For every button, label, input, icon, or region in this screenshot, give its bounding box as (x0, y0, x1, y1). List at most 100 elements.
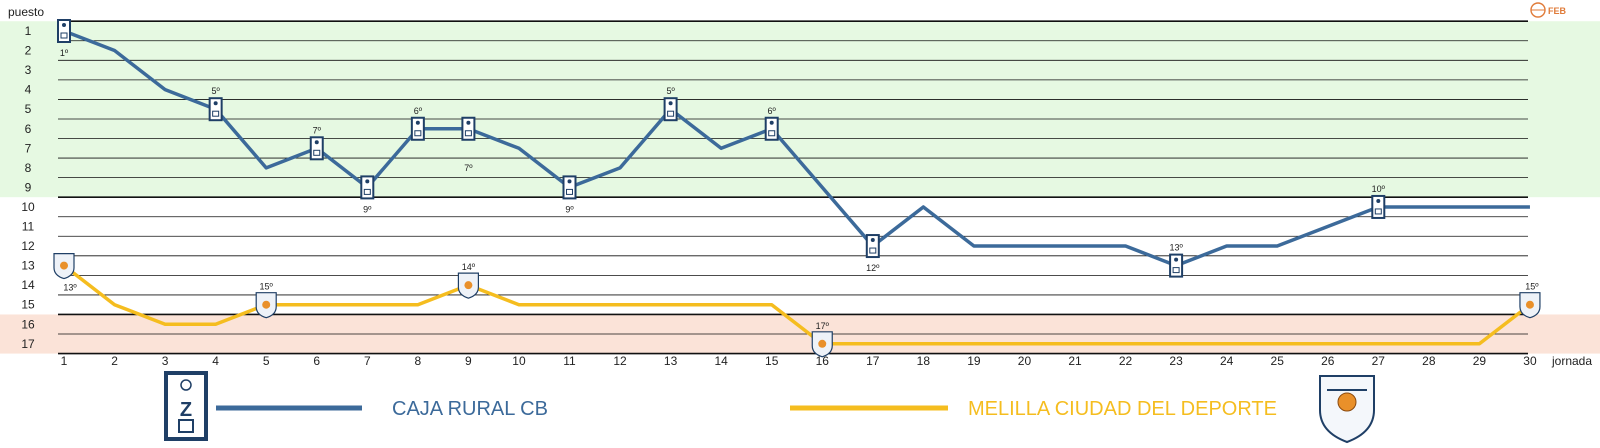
y-tick-label: 10 (21, 200, 35, 214)
caja-rural-badge-dot (62, 23, 66, 27)
x-tick-label: 9 (465, 354, 472, 368)
x-tick-label: 7 (364, 354, 371, 368)
y-tick-label: 16 (21, 317, 35, 331)
caja-rural-badge-dot (870, 238, 875, 243)
x-axis-title: jornada (1551, 354, 1592, 368)
x-tick-labels: 1 2 3 4 5 6 7 8 9 10 11 12 13 14 15 16 17 18 19 20 21 22 23 24 2… (61, 354, 1537, 368)
data-label: 5º (666, 86, 675, 96)
y-tick-label: 14 (21, 278, 35, 292)
caja-rural-badge-dot (668, 101, 673, 106)
x-tick-label: 3 (162, 354, 169, 368)
x-tick-label: 2 (111, 354, 118, 368)
y-tick-label: 15 (21, 298, 35, 312)
x-tick-label: 10 (512, 354, 526, 368)
data-label: 17º (816, 321, 830, 331)
caja-rural-badge-dot (1174, 257, 1179, 262)
data-labels: 1º 5º 7º 9º 6º 7º 9º 5º 6º 12º 13º 10º 13º 15º 14º 17º 1… (60, 48, 1539, 331)
x-tick-label: 23 (1169, 354, 1183, 368)
y-tick-label: 8 (25, 161, 32, 175)
caja-rural-badge-dot (466, 120, 471, 125)
x-tick-label: 18 (917, 354, 931, 368)
data-label: 12º (866, 263, 880, 273)
gridlines (58, 20, 1528, 355)
data-label: 5º (212, 86, 221, 96)
data-label: 13º (1169, 243, 1183, 253)
legend-melilla-badge (1319, 375, 1375, 444)
y-tick-label: 3 (25, 63, 32, 77)
y-tick-label: 5 (25, 102, 32, 116)
caja-rural-badge-square (1172, 267, 1180, 274)
melilla-ball-icon (464, 281, 473, 290)
y-tick-label: 17 (21, 337, 35, 351)
feb-logo: FEB (1530, 2, 1567, 18)
y-tick-label: 11 (22, 220, 35, 234)
x-tick-label: 6 (313, 354, 320, 368)
data-label: 6º (768, 106, 777, 116)
y-tick-label: 13 (21, 259, 35, 273)
background-bands (0, 21, 1600, 354)
band-0 (0, 21, 1600, 198)
data-label: 9º (363, 204, 372, 214)
caja-rural-badge-square (1374, 208, 1382, 215)
caja-rural-badge-dot (365, 179, 370, 184)
caja-rural-badge-dot (415, 120, 420, 125)
x-tick-label: 13 (664, 354, 678, 368)
caja-rural-badge-square (667, 110, 675, 117)
caja-rural-badge-dot (213, 101, 218, 106)
caja-rural-badge-square (566, 188, 573, 195)
data-label: 10º (1372, 184, 1386, 194)
series-lines (62, 29, 1532, 346)
data-label: 1º (60, 48, 69, 58)
data-label: 7º (464, 163, 473, 173)
caja-rural-badge-square (313, 149, 321, 156)
x-tick-label: 4 (212, 354, 219, 368)
legend-caja-rural-badge: Z (164, 371, 208, 441)
x-tick-label: 14 (714, 354, 728, 368)
x-tick-label: 16 (816, 354, 830, 368)
badge-letter-z: Z (180, 399, 192, 421)
y-tick-label: 1 (25, 24, 32, 38)
caja-rural-badge-dot (314, 140, 319, 145)
melilla-ball-icon (1525, 300, 1534, 309)
x-tick-label: 29 (1473, 354, 1487, 368)
y-tick-label: 6 (25, 122, 32, 136)
melilla-ball-icon (818, 339, 827, 348)
data-label: 14º (462, 262, 476, 272)
series-line-melilla (62, 264, 1532, 346)
melilla-ball-icon (60, 261, 68, 270)
data-label: 13º (63, 283, 77, 293)
y-axis-title: puesto (8, 5, 44, 19)
caja-rural-badge-dot (567, 179, 572, 184)
basketball-icon (180, 379, 192, 391)
x-tick-label: 25 (1271, 354, 1285, 368)
caja-rural-badge-square (414, 130, 422, 137)
x-tick-label: 30 (1523, 354, 1537, 368)
y-tick-label: 2 (25, 44, 32, 58)
x-tick-label: 15 (765, 354, 779, 368)
data-label: 15º (1525, 282, 1539, 292)
legend-label-melilla: MELILLA CIUDAD DEL DEPORTE (968, 398, 1277, 420)
data-label: 9º (565, 204, 574, 214)
x-tick-label: 24 (1220, 354, 1234, 368)
x-tick-label: 19 (967, 354, 981, 368)
x-tick-label: 27 (1372, 354, 1386, 368)
feb-logo-text: FEB (1548, 6, 1567, 16)
basketball-icon (1337, 392, 1357, 412)
y-tick-label: 12 (21, 239, 35, 253)
caja-rural-badge-square (464, 130, 472, 137)
caja-rural-badge-square (60, 32, 68, 39)
caja-rural-badge-square (363, 188, 371, 195)
caja-rural-badge-square (869, 247, 877, 254)
caja-rural-badge-dot (1376, 198, 1381, 203)
data-label: 7º (313, 125, 322, 135)
y-tick-label: 4 (25, 83, 32, 97)
legend-label-caja-rural: CAJA RURAL CB (392, 398, 548, 420)
x-tick-label: 28 (1422, 354, 1436, 368)
x-tick-label: 12 (613, 354, 627, 368)
caja-rural-badge-square (212, 110, 220, 117)
y-tick-label: 7 (25, 141, 32, 155)
x-tick-label: 17 (866, 354, 880, 368)
caja-rural-badge-square (768, 130, 776, 137)
